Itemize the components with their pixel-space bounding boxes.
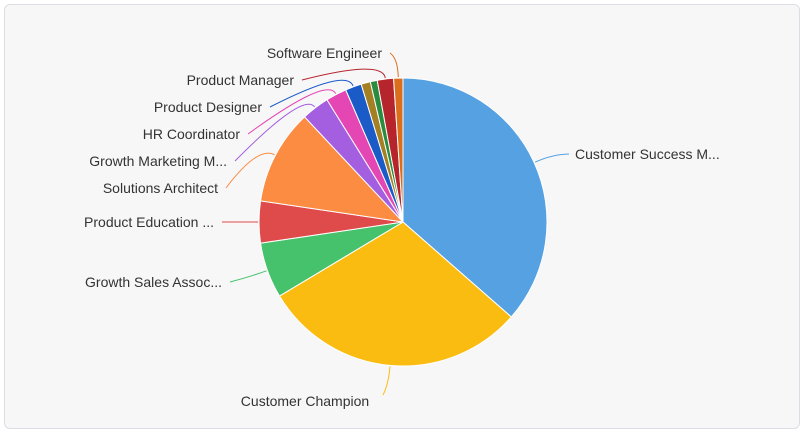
slice-label: Product Education ... xyxy=(84,214,214,230)
leader-line xyxy=(534,153,570,163)
pie-slice[interactable] xyxy=(402,77,548,318)
leader-line xyxy=(234,103,316,162)
leader-line xyxy=(247,89,337,135)
slice-label: Software Engineer xyxy=(267,45,383,61)
slice-label: Customer Success M... xyxy=(575,146,720,162)
leader-line xyxy=(389,52,399,78)
leader-line xyxy=(269,79,354,108)
slice-label: Solutions Architect xyxy=(103,180,218,196)
pie-slices xyxy=(258,77,548,367)
pie-slice[interactable] xyxy=(278,221,512,367)
slice-label: Growth Marketing M... xyxy=(89,153,227,169)
pie-slice[interactable] xyxy=(393,77,404,223)
label-leaders xyxy=(222,52,570,396)
pie-slice[interactable] xyxy=(259,116,405,223)
slice-label: HR Coordinator xyxy=(143,126,241,142)
leader-line xyxy=(301,68,386,81)
slice-label: Growth Sales Assoc... xyxy=(85,274,222,290)
leader-line xyxy=(382,366,391,396)
leader-line xyxy=(229,270,267,283)
slice-label: Customer Champion xyxy=(241,393,369,409)
slice-labels: Customer Success M... Customer Champion Gr… xyxy=(84,45,720,409)
slice-label: Product Manager xyxy=(187,72,295,88)
slice-label: Product Designer xyxy=(154,99,263,115)
leader-line xyxy=(225,152,275,189)
